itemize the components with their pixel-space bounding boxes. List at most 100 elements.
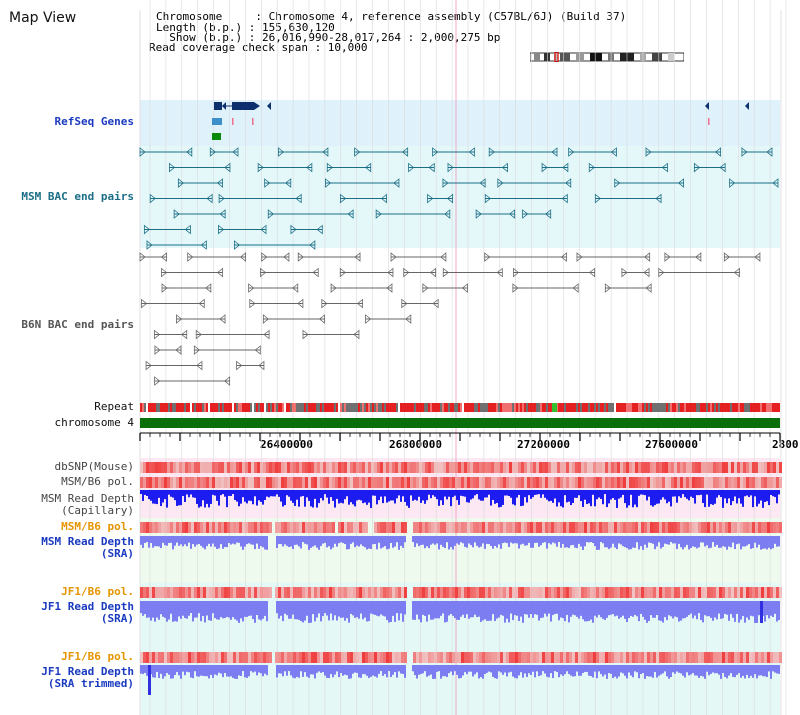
- repeat-segment: [266, 403, 268, 412]
- msm-pol-strip: [668, 477, 671, 488]
- jf1-trimmed-depth-bar: [716, 665, 718, 674]
- msm-pol-sra-strip: [482, 522, 485, 533]
- dbsnp-strip: [215, 462, 218, 473]
- repeat-segment: [642, 403, 644, 412]
- jf1-trimmed-depth-bar: [604, 665, 606, 675]
- dbsnp-strip: [416, 462, 419, 473]
- msm-sra-depth-bar: [302, 536, 304, 543]
- repeat-segment: [244, 403, 246, 412]
- jf1-pol-trimmed-strip: [647, 652, 650, 663]
- msm-pol-sra-strip: [227, 522, 230, 533]
- repeat-segment: [236, 403, 238, 412]
- msm-sra-depth-bar: [338, 536, 340, 544]
- jf1-pol-trimmed-strip: [296, 652, 299, 663]
- msm-capillary-depth-bar: [266, 490, 268, 497]
- msm-bac-pair: [257, 162, 264, 173]
- msm-pol-strip: [380, 477, 383, 488]
- jf1-pol-trimmed-strip: [770, 652, 773, 663]
- msm-sra-depth-bar: [666, 536, 668, 545]
- jf1-trimmed-depth-bar: [544, 665, 546, 674]
- msm-capillary-depth-bar: [412, 490, 414, 501]
- msm-pol-strip: [620, 477, 623, 488]
- jf1-sra-depth-bar: [388, 601, 390, 623]
- dbsnp-strip: [677, 462, 680, 473]
- msm-bac-pair: [260, 224, 267, 235]
- msm-capillary-depth-bar: [696, 490, 698, 496]
- jf1-trimmed-depth-bar: [496, 665, 498, 679]
- repeat-segment: [552, 403, 557, 412]
- msm-sra-depth-bar: [308, 536, 310, 550]
- msm-pol-sra-strip: [704, 522, 707, 533]
- dbsnp-strip: [347, 462, 350, 473]
- dbsnp-strip: [383, 462, 386, 473]
- jf1-sra-depth-bar: [566, 601, 568, 615]
- track-label-chromosome: chromosome 4: [54, 416, 134, 429]
- jf1-pol-trimmed-strip: [581, 652, 584, 663]
- jf1-trimmed-depth-bar: [698, 665, 700, 678]
- repeat-segment: [772, 403, 774, 412]
- dbsnp-strip: [779, 462, 782, 473]
- msm-sra-depth-bar: [528, 536, 530, 543]
- repeat-segment: [618, 403, 620, 412]
- msm-pol-sra-strip: [524, 522, 527, 533]
- b6n-bac-pair: [196, 360, 203, 371]
- repeat-segment: [680, 403, 682, 412]
- jf1-sra-depth-bar: [330, 601, 332, 614]
- msm-pol-strip: [248, 477, 251, 488]
- jf1-pol-strip: [701, 587, 704, 598]
- b6n-bac-pair: [604, 283, 611, 293]
- jf1-sra-depth-bar: [778, 601, 780, 621]
- repeat-segment: [732, 403, 734, 412]
- msm-capillary-depth-bar: [332, 490, 334, 501]
- jf1-sra-depth-bar: [320, 601, 322, 622]
- dbsnp-strip: [386, 462, 389, 473]
- jf1-sra-depth-bar: [554, 601, 556, 615]
- jf1-trimmed-depth-bar: [226, 665, 228, 677]
- jf1-sra-depth-bar: [518, 601, 520, 622]
- msm-sra-depth-bar: [592, 536, 594, 543]
- jf1-trimmed-depth-bar: [736, 665, 738, 675]
- repeat-segment: [562, 403, 564, 412]
- dbsnp-strip: [470, 462, 473, 473]
- jf1-pol-trimmed-strip: [728, 652, 731, 663]
- msm-bac-pair: [354, 147, 361, 157]
- msm-pol-sra-strip: [764, 522, 767, 533]
- jf1-sra-depth-bar: [726, 601, 728, 615]
- jf1-sra-depth-bar: [652, 601, 654, 618]
- repeat-segment: [628, 403, 630, 412]
- msm-sra-depth-bar: [166, 536, 168, 546]
- track-label-refseq: RefSeq Genes: [54, 115, 134, 128]
- jf1-sra-depth-bar: [656, 601, 658, 616]
- msm-capillary-depth-bar: [716, 490, 718, 498]
- jf1-trimmed-depth-bar: [398, 665, 400, 672]
- msm-sra-depth-bar: [436, 536, 438, 544]
- jf1-trimmed-depth-bar: [238, 665, 240, 676]
- msm-pol-strip: [398, 477, 401, 488]
- jf1-pol-strip: [593, 587, 596, 598]
- msm-pol-strip: [257, 477, 260, 488]
- jf1-trimmed-depth-bar: [762, 665, 764, 677]
- jf1-pol-trimmed-strip: [440, 652, 443, 663]
- msm-capillary-depth-bar: [646, 490, 648, 501]
- jf1-trimmed-depth-bar: [198, 665, 200, 677]
- jf1-pol-trimmed-strip: [701, 652, 704, 663]
- b6n-bac-pair: [312, 267, 319, 278]
- repeat-segment: [568, 403, 570, 412]
- msm-sra-depth-bar: [634, 536, 636, 548]
- msm-sra-depth-bar: [438, 536, 440, 550]
- msm-capillary-depth-bar: [624, 490, 626, 504]
- dbsnp-strip: [713, 462, 716, 473]
- jf1-sra-depth-bar: [596, 601, 598, 618]
- msm-capillary-depth-bar: [666, 490, 668, 504]
- jf1-trimmed-depth-bar: [592, 665, 594, 678]
- repeat-segment: [374, 403, 376, 412]
- msm-pol-sra-strip: [680, 522, 683, 533]
- jf1-trimmed-depth-bar: [708, 665, 710, 676]
- repeat-segment: [464, 403, 466, 412]
- jf1-trimmed-depth-bar: [244, 665, 246, 678]
- jf1-pol-trimmed-strip: [455, 652, 458, 663]
- dbsnp-strip: [233, 462, 236, 473]
- msm-capillary-depth-bar: [210, 490, 212, 504]
- msm-capillary-depth-bar: [440, 490, 442, 501]
